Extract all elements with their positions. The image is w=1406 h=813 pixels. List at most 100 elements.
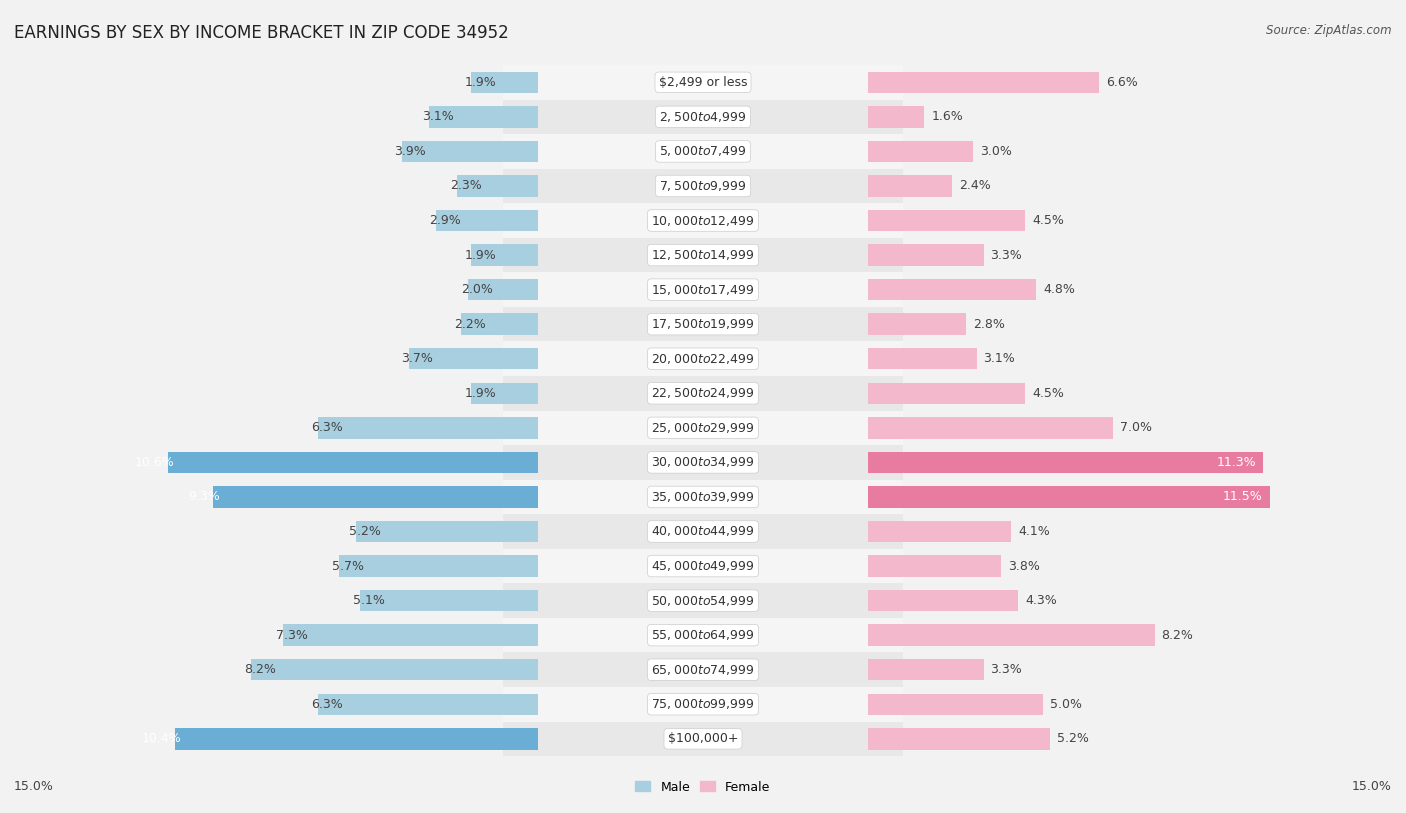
Text: 5.7%: 5.7% xyxy=(332,559,364,572)
Legend: Male, Female: Male, Female xyxy=(630,776,776,798)
Bar xyxy=(503,134,537,168)
Bar xyxy=(409,348,537,369)
Text: $22,500 to $24,999: $22,500 to $24,999 xyxy=(651,386,755,400)
Bar xyxy=(869,618,903,652)
Bar xyxy=(537,618,869,652)
Bar xyxy=(174,728,537,750)
Bar xyxy=(869,99,903,134)
Bar xyxy=(503,583,537,618)
Text: $2,499 or less: $2,499 or less xyxy=(659,76,747,89)
Bar xyxy=(402,141,537,162)
Bar xyxy=(537,480,869,514)
Bar xyxy=(468,279,537,300)
Bar xyxy=(503,687,537,722)
Text: $100,000+: $100,000+ xyxy=(668,733,738,746)
Bar xyxy=(869,168,903,203)
Text: $7,500 to $9,999: $7,500 to $9,999 xyxy=(659,179,747,193)
Bar xyxy=(503,272,537,307)
Bar xyxy=(869,659,984,680)
Bar xyxy=(869,417,1112,438)
Bar xyxy=(503,722,537,756)
Bar xyxy=(869,555,1001,576)
Text: 9.3%: 9.3% xyxy=(188,490,219,503)
Bar xyxy=(503,480,537,514)
Bar xyxy=(869,693,1043,715)
Bar xyxy=(214,486,537,507)
Text: 5.0%: 5.0% xyxy=(1050,698,1081,711)
Bar xyxy=(436,210,537,231)
Text: 2.3%: 2.3% xyxy=(450,180,482,193)
Text: 6.6%: 6.6% xyxy=(1105,76,1137,89)
Bar xyxy=(869,383,1025,404)
Bar xyxy=(869,445,903,480)
Text: $15,000 to $17,499: $15,000 to $17,499 xyxy=(651,283,755,297)
Bar xyxy=(869,141,973,162)
Text: 5.1%: 5.1% xyxy=(353,594,384,607)
Text: 3.0%: 3.0% xyxy=(980,145,1012,158)
Text: $20,000 to $22,499: $20,000 to $22,499 xyxy=(651,352,755,366)
Bar xyxy=(339,555,537,576)
Bar xyxy=(429,107,537,128)
Bar xyxy=(869,279,1036,300)
Text: 6.3%: 6.3% xyxy=(311,698,343,711)
Text: 3.1%: 3.1% xyxy=(984,352,1015,365)
Text: 7.0%: 7.0% xyxy=(1119,421,1152,434)
Bar xyxy=(537,722,869,756)
Bar xyxy=(869,107,924,128)
Bar xyxy=(869,452,1263,473)
Text: 8.2%: 8.2% xyxy=(1161,628,1194,641)
Bar xyxy=(869,237,903,272)
Bar xyxy=(869,590,1018,611)
Text: 2.0%: 2.0% xyxy=(461,283,492,296)
Bar xyxy=(537,203,869,237)
Bar xyxy=(537,237,869,272)
Text: $12,500 to $14,999: $12,500 to $14,999 xyxy=(651,248,755,262)
Text: $17,500 to $19,999: $17,500 to $19,999 xyxy=(651,317,755,331)
Bar xyxy=(252,659,537,680)
Bar xyxy=(869,652,903,687)
Bar xyxy=(869,65,903,99)
Bar xyxy=(869,203,903,237)
Bar xyxy=(869,134,903,168)
Bar xyxy=(503,445,537,480)
Text: EARNINGS BY SEX BY INCOME BRACKET IN ZIP CODE 34952: EARNINGS BY SEX BY INCOME BRACKET IN ZIP… xyxy=(14,24,509,42)
Text: $2,500 to $4,999: $2,500 to $4,999 xyxy=(659,110,747,124)
Text: $35,000 to $39,999: $35,000 to $39,999 xyxy=(651,490,755,504)
Bar xyxy=(537,411,869,445)
Text: 2.2%: 2.2% xyxy=(454,318,485,331)
Bar xyxy=(503,237,537,272)
Text: 2.9%: 2.9% xyxy=(429,214,461,227)
Bar xyxy=(869,687,903,722)
Bar xyxy=(537,687,869,722)
Text: $25,000 to $29,999: $25,000 to $29,999 xyxy=(651,421,755,435)
Text: 3.3%: 3.3% xyxy=(990,663,1022,676)
Bar xyxy=(537,514,869,549)
Text: 7.3%: 7.3% xyxy=(276,628,308,641)
Bar xyxy=(318,417,537,438)
Bar xyxy=(537,134,869,168)
Bar xyxy=(471,72,537,93)
Bar xyxy=(537,549,869,583)
Text: 4.8%: 4.8% xyxy=(1043,283,1074,296)
Bar xyxy=(869,72,1098,93)
Text: 10.6%: 10.6% xyxy=(135,456,174,469)
Text: 3.9%: 3.9% xyxy=(395,145,426,158)
Text: $45,000 to $49,999: $45,000 to $49,999 xyxy=(651,559,755,573)
Bar xyxy=(869,210,1025,231)
Text: 3.3%: 3.3% xyxy=(990,249,1022,262)
Bar xyxy=(457,176,537,197)
Text: Source: ZipAtlas.com: Source: ZipAtlas.com xyxy=(1267,24,1392,37)
Bar xyxy=(503,168,537,203)
Text: $50,000 to $54,999: $50,000 to $54,999 xyxy=(651,593,755,607)
Bar xyxy=(869,314,966,335)
Bar xyxy=(869,624,1154,646)
Bar xyxy=(471,383,537,404)
Bar xyxy=(869,176,952,197)
Bar xyxy=(869,245,984,266)
Bar xyxy=(869,480,903,514)
Bar xyxy=(869,583,903,618)
Text: 1.6%: 1.6% xyxy=(931,111,963,124)
Text: 1.9%: 1.9% xyxy=(464,249,496,262)
Text: $55,000 to $64,999: $55,000 to $64,999 xyxy=(651,628,755,642)
Bar xyxy=(503,411,537,445)
